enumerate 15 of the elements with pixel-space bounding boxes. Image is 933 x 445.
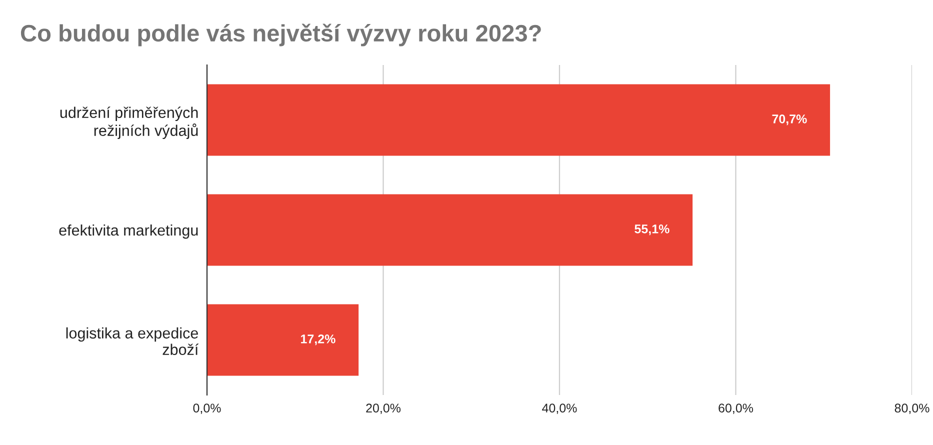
x-tick-label: 0,0% [193, 404, 221, 414]
x-tick-label: 60,0% [718, 404, 754, 414]
y-tick-label: udržení přiměřených režijních výdajů [60, 106, 198, 139]
x-tick-label: 80,0% [894, 404, 930, 414]
x-tick-label: 20,0% [366, 404, 401, 414]
data-label: 17,2% [301, 334, 336, 346]
bar [207, 84, 830, 156]
x-tick-label: 40,0% [542, 404, 577, 414]
y-tick-label: logistika a expedice zboží [66, 327, 199, 356]
y-tick-label: efektivita marketingu [59, 224, 198, 239]
bar [207, 194, 693, 266]
bar [207, 304, 359, 376]
data-label: 70,7% [772, 114, 807, 126]
data-label: 55,1% [634, 224, 670, 236]
chart-title: Co budou podle vás největší výzvy roku 2023? [20, 24, 541, 46]
